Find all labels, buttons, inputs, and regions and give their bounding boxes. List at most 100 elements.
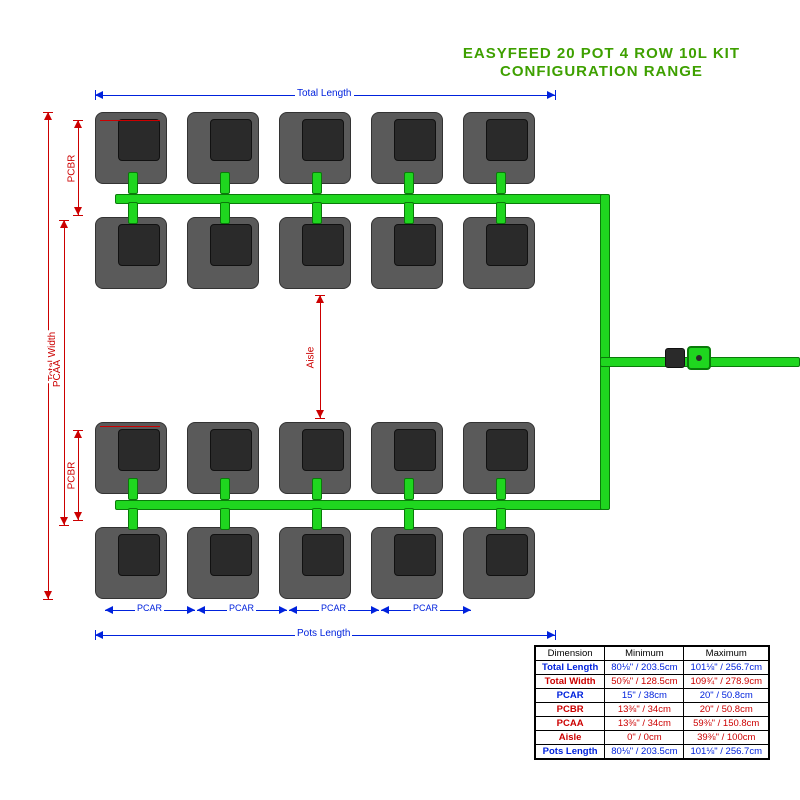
table-row: Total Length80⅛" / 203.5cm101⅛" / 256.7c…	[535, 661, 768, 675]
dimension-label: PCBR	[66, 460, 77, 492]
dimension-label: PCAR	[319, 603, 348, 613]
pot	[279, 527, 351, 599]
dimension-arrow	[316, 410, 324, 418]
pot-insert	[210, 224, 252, 266]
dimension-arrow	[381, 606, 389, 614]
dimension-cap	[73, 120, 83, 121]
dim-max: 39⅜" / 100cm	[684, 731, 769, 745]
dim-max: 101⅛" / 256.7cm	[684, 661, 769, 675]
dim-min: 13⅜" / 34cm	[605, 703, 684, 717]
dimension-cap	[555, 630, 556, 640]
dimension-line	[64, 220, 65, 525]
dimension-cap	[73, 430, 83, 431]
table-row: Pots Length80⅛" / 203.5cm101⅛" / 256.7cm	[535, 745, 768, 759]
dimensions-table: DimensionMinimumMaximumTotal Length80⅛" …	[534, 645, 770, 760]
dimension-label: PCBR	[66, 152, 77, 184]
dim-name: Total Width	[535, 675, 604, 689]
dimension-arrow	[187, 606, 195, 614]
feed-connector	[665, 348, 715, 368]
dimension-arrow	[74, 430, 82, 438]
dimension-arrow	[74, 120, 82, 128]
dimension-arrow	[44, 112, 52, 120]
dimension-cap	[43, 599, 53, 600]
feed-drop	[220, 478, 230, 500]
feed-drop	[312, 172, 322, 194]
title-line2: CONFIGURATION RANGE	[463, 63, 740, 81]
pot-insert	[302, 119, 344, 161]
feed-drop	[128, 172, 138, 194]
dim-name: Pots Length	[535, 745, 604, 759]
feed-drop	[312, 508, 322, 530]
dimension-arrow	[95, 631, 103, 639]
pot-insert	[118, 429, 160, 471]
dimension-arrow	[44, 591, 52, 599]
pot-insert	[302, 534, 344, 576]
dimension-arrow	[463, 606, 471, 614]
pot	[95, 217, 167, 289]
pot-insert	[486, 224, 528, 266]
dimension-cap	[95, 630, 96, 640]
pot-insert	[486, 534, 528, 576]
dimension-label: PCAR	[411, 603, 440, 613]
dimension-line	[78, 430, 79, 520]
pot-insert	[486, 429, 528, 471]
dimension-arrow	[74, 512, 82, 520]
dim-name: PCAA	[535, 717, 604, 731]
feed-drop	[496, 508, 506, 530]
pot	[187, 527, 259, 599]
dimension-cap	[73, 520, 83, 521]
dimension-cap	[43, 112, 53, 113]
dimension-label: PCAR	[135, 603, 164, 613]
feed-drop	[220, 172, 230, 194]
dimension-arrow	[197, 606, 205, 614]
dim-min: 15" / 38cm	[605, 689, 684, 703]
feed-drop	[220, 202, 230, 224]
diagram-title: EASYFEED 20 POT 4 ROW 10L KIT CONFIGURAT…	[463, 45, 740, 81]
table-header: Minimum	[605, 647, 684, 661]
feed-main-vertical	[600, 194, 610, 510]
dim-name: Aisle	[535, 731, 604, 745]
dimension-cap	[95, 90, 96, 100]
dimension-line	[320, 295, 321, 418]
pot	[463, 527, 535, 599]
dimension-cap	[59, 525, 69, 526]
pot	[371, 527, 443, 599]
pot-insert	[394, 119, 436, 161]
dimension-arrow	[60, 517, 68, 525]
pot-insert	[118, 119, 160, 161]
pot-insert	[394, 534, 436, 576]
table-row: PCBR13⅜" / 34cm20" / 50.8cm	[535, 703, 768, 717]
dimension-arrow	[105, 606, 113, 614]
pot-insert	[302, 224, 344, 266]
feed-drop	[404, 478, 414, 500]
table-header: Maximum	[684, 647, 769, 661]
pot-insert	[118, 534, 160, 576]
dimension-arrow	[547, 91, 555, 99]
pot	[371, 217, 443, 289]
dim-max: 20" / 50.8cm	[684, 703, 769, 717]
dimension-arrow	[74, 207, 82, 215]
pot-insert	[486, 119, 528, 161]
pot	[95, 527, 167, 599]
configuration-diagram: Total LengthPots LengthPCARPCARPCARPCART…	[40, 100, 740, 630]
dimension-label: Pots Length	[295, 628, 352, 639]
feed-line-horizontal	[115, 500, 605, 510]
pot	[463, 217, 535, 289]
dimension-arrow	[547, 631, 555, 639]
pot-insert	[210, 119, 252, 161]
table-row: Aisle0" / 0cm39⅜" / 100cm	[535, 731, 768, 745]
dimension-label: Aisle	[305, 344, 316, 370]
pot-insert	[210, 429, 252, 471]
feed-drop	[128, 478, 138, 500]
dim-name: PCBR	[535, 703, 604, 717]
pot-insert	[210, 534, 252, 576]
dimension-arrow	[371, 606, 379, 614]
dimension-label: PCAR	[227, 603, 256, 613]
table-row: PCAR15" / 38cm20" / 50.8cm	[535, 689, 768, 703]
feed-drop	[404, 508, 414, 530]
dim-min: 50⅝" / 128.5cm	[605, 675, 684, 689]
pot-indicator	[100, 120, 160, 121]
dimension-cap	[73, 215, 83, 216]
feed-drop	[496, 172, 506, 194]
dim-max: 20" / 50.8cm	[684, 689, 769, 703]
